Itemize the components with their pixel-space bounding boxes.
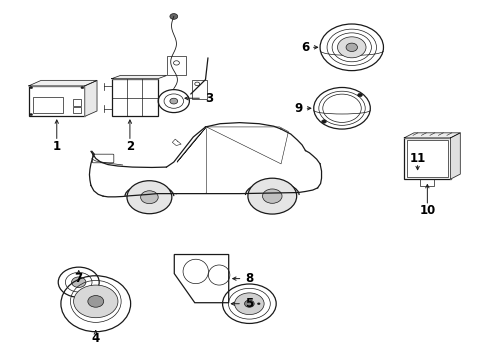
Circle shape bbox=[30, 113, 33, 116]
Circle shape bbox=[244, 300, 254, 307]
Bar bbox=[166, 56, 186, 76]
Text: 1: 1 bbox=[53, 140, 61, 153]
Circle shape bbox=[71, 277, 86, 288]
Circle shape bbox=[337, 37, 366, 58]
Text: 9: 9 bbox=[293, 102, 302, 115]
Circle shape bbox=[127, 181, 171, 214]
Text: 6: 6 bbox=[300, 41, 308, 54]
Polygon shape bbox=[111, 76, 166, 79]
Circle shape bbox=[321, 120, 326, 123]
Circle shape bbox=[81, 87, 83, 89]
Polygon shape bbox=[404, 133, 459, 138]
Text: 7: 7 bbox=[75, 272, 82, 285]
Bar bbox=[33, 97, 63, 113]
Bar bbox=[73, 99, 81, 105]
Bar bbox=[192, 80, 206, 99]
Circle shape bbox=[346, 43, 357, 51]
Text: 4: 4 bbox=[91, 332, 100, 345]
Bar bbox=[73, 107, 81, 113]
Circle shape bbox=[88, 296, 103, 307]
Circle shape bbox=[262, 189, 282, 203]
Circle shape bbox=[73, 285, 118, 318]
Text: 11: 11 bbox=[408, 152, 425, 165]
Polygon shape bbox=[29, 81, 97, 86]
Polygon shape bbox=[84, 81, 97, 116]
Text: 5: 5 bbox=[245, 297, 253, 310]
Circle shape bbox=[141, 191, 158, 204]
Text: 3: 3 bbox=[205, 92, 213, 105]
Bar bbox=[404, 138, 449, 179]
Circle shape bbox=[169, 98, 177, 104]
Bar bbox=[407, 140, 447, 177]
Text: 2: 2 bbox=[125, 140, 134, 153]
Circle shape bbox=[169, 14, 177, 19]
Bar bbox=[111, 79, 158, 116]
Bar bbox=[420, 179, 433, 185]
Circle shape bbox=[247, 178, 296, 214]
Circle shape bbox=[30, 87, 33, 89]
Circle shape bbox=[357, 93, 362, 97]
Circle shape bbox=[257, 302, 260, 305]
Circle shape bbox=[234, 293, 264, 315]
Text: 8: 8 bbox=[245, 272, 253, 285]
Polygon shape bbox=[449, 133, 459, 179]
Text: 10: 10 bbox=[418, 204, 435, 217]
